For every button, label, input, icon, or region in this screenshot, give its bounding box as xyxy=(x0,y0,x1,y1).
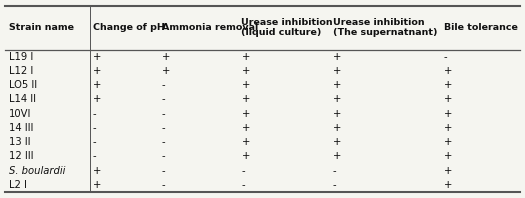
Text: +: + xyxy=(242,137,250,147)
Text: +: + xyxy=(444,166,452,176)
Text: +: + xyxy=(333,109,341,119)
Text: +: + xyxy=(333,66,341,76)
Text: +: + xyxy=(444,94,452,104)
Text: L2 I: L2 I xyxy=(8,180,27,190)
Text: -: - xyxy=(162,151,165,161)
Text: +: + xyxy=(242,109,250,119)
Text: +: + xyxy=(333,137,341,147)
Text: +: + xyxy=(242,151,250,161)
Text: +: + xyxy=(242,66,250,76)
Text: +: + xyxy=(93,66,101,76)
Text: +: + xyxy=(162,66,170,76)
Text: -: - xyxy=(93,151,97,161)
Text: Urease inhibition
(The supernatnant): Urease inhibition (The supernatnant) xyxy=(333,18,437,37)
Text: 13 II: 13 II xyxy=(8,137,30,147)
Text: LO5 II: LO5 II xyxy=(8,80,37,90)
Text: +: + xyxy=(242,94,250,104)
Text: -: - xyxy=(93,123,97,133)
Text: -: - xyxy=(162,80,165,90)
Text: +: + xyxy=(242,52,250,62)
Text: +: + xyxy=(444,137,452,147)
Text: +: + xyxy=(93,52,101,62)
Text: L12 I: L12 I xyxy=(8,66,33,76)
Text: Ammonia removal: Ammonia removal xyxy=(162,23,258,32)
Text: +: + xyxy=(93,166,101,176)
Text: +: + xyxy=(93,80,101,90)
Text: Bile tolerance: Bile tolerance xyxy=(444,23,518,32)
Text: +: + xyxy=(444,151,452,161)
Text: +: + xyxy=(444,109,452,119)
Text: +: + xyxy=(333,80,341,90)
Text: -: - xyxy=(242,166,245,176)
Text: +: + xyxy=(162,52,170,62)
Text: -: - xyxy=(242,180,245,190)
Text: 10VI: 10VI xyxy=(8,109,31,119)
Text: +: + xyxy=(242,123,250,133)
Text: +: + xyxy=(444,80,452,90)
Text: -: - xyxy=(162,94,165,104)
Text: +: + xyxy=(93,180,101,190)
Text: +: + xyxy=(444,66,452,76)
Text: -: - xyxy=(162,109,165,119)
Text: +: + xyxy=(333,151,341,161)
Text: -: - xyxy=(162,180,165,190)
Text: -: - xyxy=(333,166,337,176)
Text: +: + xyxy=(333,52,341,62)
Text: 14 III: 14 III xyxy=(8,123,33,133)
Text: +: + xyxy=(444,180,452,190)
Text: +: + xyxy=(333,123,341,133)
Text: Urease inhibition
(liquid culture): Urease inhibition (liquid culture) xyxy=(242,18,333,37)
Text: L14 II: L14 II xyxy=(8,94,36,104)
Text: +: + xyxy=(93,94,101,104)
Text: -: - xyxy=(93,109,97,119)
Text: -: - xyxy=(162,166,165,176)
Text: -: - xyxy=(162,137,165,147)
Text: 12 III: 12 III xyxy=(8,151,33,161)
Text: -: - xyxy=(444,52,447,62)
Text: -: - xyxy=(333,180,337,190)
Text: S. boulardii: S. boulardii xyxy=(8,166,65,176)
Text: -: - xyxy=(162,123,165,133)
Text: Change of pH: Change of pH xyxy=(93,23,165,32)
Text: +: + xyxy=(444,123,452,133)
Text: Strain name: Strain name xyxy=(8,23,74,32)
Text: +: + xyxy=(242,80,250,90)
Text: -: - xyxy=(93,137,97,147)
Text: L19 I: L19 I xyxy=(8,52,33,62)
Text: +: + xyxy=(333,94,341,104)
